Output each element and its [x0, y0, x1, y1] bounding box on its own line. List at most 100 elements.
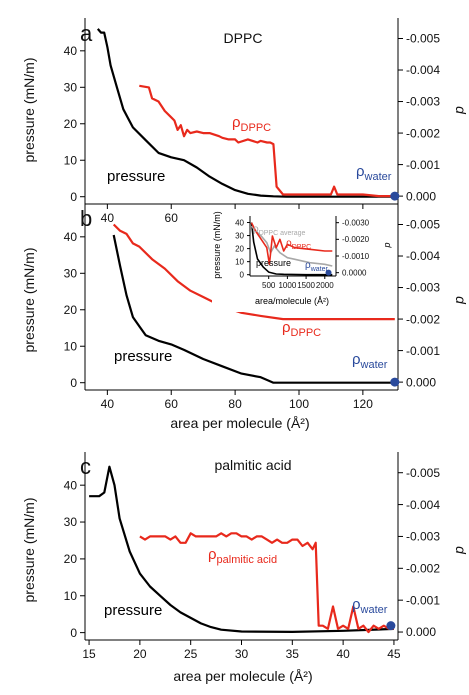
panel-a-pressure-label: pressure	[107, 168, 165, 185]
inset-xtick-label: 500	[262, 281, 276, 290]
panel-c-title: palmitic acid	[214, 457, 291, 473]
inset-rho-dppc-average-sub: DPPC average	[259, 230, 306, 237]
panel-c-ytick-left-label: 30	[64, 515, 78, 529]
panel-a-ylabel-left: pressure (mN/m)	[21, 57, 37, 162]
panel-b-ytick-right-label: -0.004	[406, 249, 440, 263]
inset-xtick-label: 2000	[316, 281, 334, 290]
panel-a-rho-water-label: ρwater	[356, 163, 392, 183]
panel-b-rho-dppc-label: ρDPPC	[282, 319, 321, 339]
panel-c-xtick-label: 45	[387, 647, 401, 661]
inset-yaxis-right: 0.0000 -0.0010 -0.0020 -0.0030	[335, 216, 370, 277]
panel-b-yaxis-right: 0.000 -0.001 -0.002 -0.003 -0.004 -0.005	[397, 204, 440, 390]
inset-ytick-left-label: 0	[240, 270, 245, 279]
panel-c-ytick-right-label: -0.002	[406, 562, 440, 576]
inset-ytick-right-label: -0.0030	[342, 218, 370, 227]
inset-pressure-line	[250, 222, 333, 276]
inset-ytick-right-label: -0.0020	[342, 235, 370, 244]
panel-c-ytick-left-label: 20	[64, 552, 78, 566]
panel-c-ytick-left-label: 40	[64, 478, 78, 492]
panel-b-ytick-right-label: -0.001	[406, 344, 440, 358]
panel-a-pressure-line	[96, 28, 395, 198]
panel-a-ytick-right-label: 0.000	[406, 189, 436, 203]
panel-b-pressure-line	[112, 234, 395, 384]
inset-series	[250, 222, 333, 276]
panel-b-rho-water-symbol: ρ	[352, 351, 361, 368]
panel-b-yaxis-left: 0 10 20 30 40	[64, 204, 86, 390]
panel-c-ytick-right-label: -0.003	[406, 530, 440, 544]
inset-rho-water-symbol: ρ	[305, 260, 311, 271]
panel-a-ytick-right-label: -0.001	[406, 158, 440, 172]
inset-rho-dppc-label: ρDPPC	[286, 238, 311, 251]
panel-c-ytick-right-label: -0.004	[406, 498, 440, 512]
inset-ylabel-left: pressure (mN/m)	[212, 211, 222, 279]
panel-c-xtick-label: 25	[184, 647, 198, 661]
panel-b-rho-dppc-symbol: ρ	[282, 319, 291, 336]
panel-b-xtick-label: 40	[101, 397, 115, 411]
inset-rho-water-label: ρwater	[305, 260, 328, 273]
panel-c-rho-palmitic-symbol: ρ	[208, 546, 217, 563]
panel-c-xtick-label: 35	[286, 647, 300, 661]
panel-a-title: DPPC	[224, 30, 263, 46]
panel-c-ytick-left-label: 0	[70, 626, 77, 640]
inset-yaxis-left: 0 10 20 30 40	[235, 216, 251, 279]
panel-a-rho-dppc-label: ρDPPC	[232, 114, 271, 134]
panel-c-rho-palmitic-sub: palmitic acid	[217, 554, 278, 566]
panel-a-ytick-right-label: -0.002	[406, 126, 440, 140]
panel-b-pressure-label: pressure	[114, 348, 172, 365]
panel-b-rho-dppc-sub: DPPC	[291, 327, 322, 339]
panel-b-ytick-right-label: -0.005	[406, 218, 440, 232]
panel-b-inset: pressure (mN/m) d area/molecule (Å²) 500…	[212, 211, 393, 312]
panel-b-rho-water-sub: water	[360, 359, 388, 371]
panel-a--dppc-line	[139, 84, 395, 198]
panel-c--water-point	[386, 621, 396, 631]
panel-b-xtick-label: 60	[165, 397, 179, 411]
panel-b-ylabel-left: pressure (mN/m)	[21, 247, 37, 352]
panel-a-xtick-label: 60	[165, 211, 179, 225]
panel-b-ytick-left-label: 30	[64, 266, 78, 280]
panel-c-ytick-right-label: 0.000	[406, 625, 436, 639]
panel-b-ytick-left-label: 40	[64, 230, 78, 244]
panel-a--water-point	[390, 191, 400, 201]
panel-c-xtick-label: 15	[82, 647, 96, 661]
panel-b-ytick-right-label: -0.002	[406, 312, 440, 326]
panel-a-ytick-left-label: 10	[64, 153, 78, 167]
inset-pressure-label: pressure	[256, 258, 291, 268]
panel-a-rho-dppc-sub: DPPC	[241, 122, 272, 134]
inset--dppc-average-line	[250, 225, 333, 267]
panel-c-pressure-label: pressure	[104, 602, 162, 619]
panel-c-xlabel: area per molecule (Å²)	[173, 668, 312, 684]
panel-c-pressure-line	[89, 465, 394, 633]
panel-a-ylabel-right: d	[453, 106, 469, 115]
panel-b-chart: b pressure (mN/m) d area per molecule (Å…	[21, 204, 469, 431]
inset-xtick-label: 1500	[297, 281, 315, 290]
panel-a-series	[96, 28, 400, 201]
panel-c-rho-water-symbol: ρ	[352, 596, 361, 613]
panel-a-ytick-right-label: -0.003	[406, 95, 440, 109]
panel-a-ytick-left-label: 40	[64, 44, 78, 58]
panel-c-yaxis-left: 0 10 20 30 40	[64, 452, 86, 640]
inset-ytick-left-label: 20	[235, 244, 244, 253]
panel-b-series	[112, 223, 400, 387]
panel-b-letter: b	[80, 206, 92, 231]
panel-c-ytick-left-label: 10	[64, 589, 78, 603]
panel-c-series	[89, 465, 396, 634]
panel-b-xlabel: area per molecule (Å²)	[170, 415, 309, 431]
panel-c-rho-palmitic-label: ρpalmitic acid	[208, 546, 277, 566]
inset-rho-water-sub: water	[310, 266, 329, 273]
inset-ytick-right-label: -0.0010	[342, 252, 370, 261]
panel-c-rho-water-sub: water	[360, 604, 388, 616]
panel-c-ylabel-left: pressure (mN/m)	[21, 497, 37, 602]
inset--dppc-line	[250, 222, 333, 266]
inset-xaxis: 500 1000 1500 2000	[250, 275, 336, 290]
panel-c-ylabel-right: d	[453, 546, 469, 555]
panel-a-rho-water-symbol: ρ	[356, 163, 365, 180]
panel-a-ytick-left-label: 20	[64, 117, 78, 131]
panel-c-ytick-right-label: -0.001	[406, 593, 440, 607]
panel-b-ytick-right-label: -0.003	[406, 281, 440, 295]
panel-c-ytick-right-label: -0.005	[406, 466, 440, 480]
inset-xlabel: area/molecule (Å²)	[255, 296, 329, 306]
inset-xtick-label: 1000	[278, 281, 296, 290]
panel-a-letter: a	[80, 21, 93, 46]
